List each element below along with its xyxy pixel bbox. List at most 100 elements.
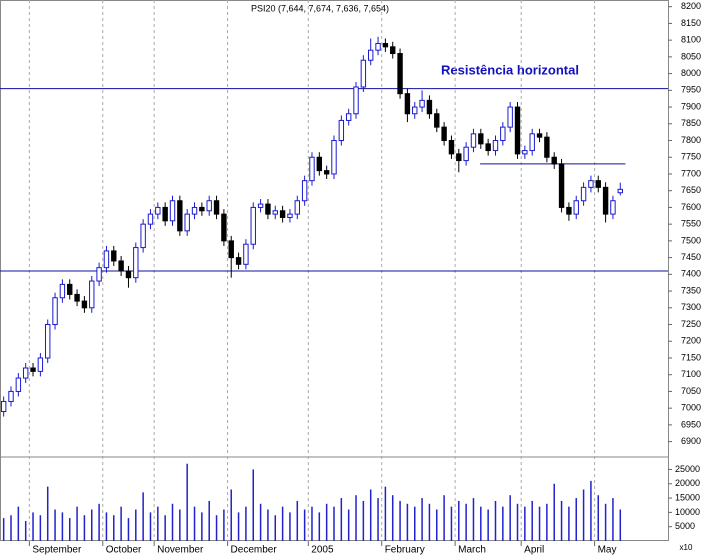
volume-note: x10 <box>680 543 693 552</box>
volume-bar <box>83 515 86 541</box>
y-tick-label: 7650 <box>681 185 701 195</box>
volume-bar <box>458 500 460 541</box>
volume-bar <box>61 512 64 541</box>
volume-bar <box>413 506 416 541</box>
y-tick-label: 7150 <box>681 352 701 362</box>
candle-body <box>375 42 381 51</box>
x-tick-label: September <box>32 545 82 556</box>
x-tick-label: April <box>524 545 544 556</box>
volume-bar <box>502 506 504 541</box>
volume-bar <box>230 489 232 541</box>
candle-body <box>434 113 440 128</box>
candle-body <box>133 247 139 279</box>
volume-bar <box>325 503 328 541</box>
volume-bar <box>252 469 255 541</box>
x-tick-label: May <box>598 545 617 556</box>
y-tick-label: 7750 <box>681 152 701 162</box>
volume-bar <box>509 495 511 541</box>
y-tick-label: 7050 <box>681 386 701 396</box>
candle-body <box>45 324 51 359</box>
volume-bar <box>91 509 93 541</box>
volume-bar <box>157 506 159 541</box>
candle-body <box>257 203 264 208</box>
volume-bar <box>245 506 247 541</box>
volume-bar <box>391 495 394 541</box>
volume-bar <box>494 500 497 541</box>
y-tick-label: 7450 <box>681 252 701 262</box>
y-tick-label: 7200 <box>681 336 701 346</box>
volume-bar <box>311 506 313 541</box>
candle-body <box>529 133 535 152</box>
volume-bar <box>538 506 541 541</box>
volume-bar <box>377 498 379 541</box>
candle-body <box>8 390 14 402</box>
volume-tick-label: 25000 <box>675 464 700 474</box>
volume-bar <box>436 509 438 541</box>
candle-body <box>243 243 249 265</box>
candle-body <box>89 280 95 309</box>
candle-body <box>279 210 286 218</box>
annotation: Resistência horizontal <box>441 62 579 77</box>
volume-bar <box>186 463 188 541</box>
x-tick-label: December <box>231 545 278 556</box>
candle-body <box>162 206 168 222</box>
volume-bar <box>149 512 152 541</box>
candle-body <box>595 180 601 188</box>
candle-body <box>456 153 462 162</box>
candle-body <box>507 106 513 128</box>
candle-body <box>309 156 315 182</box>
x-tick-label: February <box>385 545 425 556</box>
candle-body <box>544 136 550 158</box>
candle-body <box>485 143 491 152</box>
y-tick-label: 7950 <box>681 85 701 95</box>
candle-body <box>551 156 557 165</box>
candle-body <box>301 180 308 202</box>
candle-body <box>522 150 528 155</box>
volume-bar <box>39 515 42 541</box>
candle-body <box>338 119 345 142</box>
candle-body <box>382 42 389 48</box>
candle-body <box>316 156 323 172</box>
candle-body <box>426 99 433 115</box>
volume-bar <box>590 480 592 541</box>
volume-bar <box>421 498 423 541</box>
volume-bar <box>68 518 71 541</box>
candle-body <box>37 357 44 372</box>
y-tick-label: 7550 <box>681 219 701 229</box>
candle-body <box>588 180 594 188</box>
candle-body <box>610 200 616 215</box>
candle-body <box>536 133 543 138</box>
candle-body <box>67 283 73 295</box>
y-tick-label: 8150 <box>681 18 701 28</box>
volume-tick-label: 10000 <box>675 507 700 517</box>
candle-body <box>213 200 220 215</box>
volume-bar <box>487 509 489 541</box>
candle-body <box>353 86 359 115</box>
candle-body <box>360 59 367 88</box>
volume-bar <box>281 506 284 541</box>
candle-body <box>404 93 411 115</box>
y-tick-label: 8200 <box>681 1 701 11</box>
y-tick-label: 7500 <box>681 235 701 245</box>
volume-bar <box>120 506 122 541</box>
candle-body <box>294 200 300 215</box>
volume-bar <box>179 509 181 541</box>
volume-bar <box>208 500 210 541</box>
y-tick-label: 7100 <box>681 369 701 379</box>
volume-bar <box>113 515 115 541</box>
volume-bar <box>54 509 56 541</box>
candle-body <box>147 213 154 225</box>
y-tick-label: 6900 <box>681 436 701 446</box>
candle-body <box>140 223 146 249</box>
candle-body <box>59 283 66 299</box>
y-tick-label: 7700 <box>681 168 701 178</box>
y-tick-label: 7000 <box>681 403 701 413</box>
volume-bar <box>347 509 350 541</box>
volume-tick-label: 15000 <box>675 492 700 502</box>
volume-bar <box>531 500 533 541</box>
volume-bar <box>142 492 144 541</box>
volume-bar <box>604 503 607 541</box>
y-tick-label: 8000 <box>681 68 701 78</box>
volume-bar <box>582 489 585 541</box>
